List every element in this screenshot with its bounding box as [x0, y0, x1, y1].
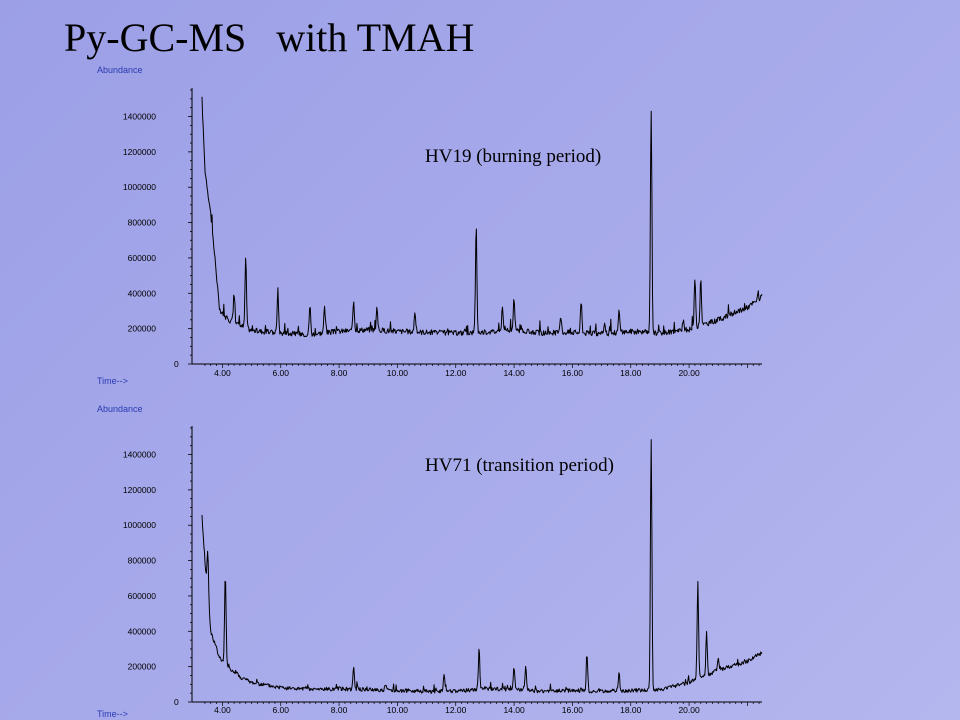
y-tick-label: 1400000: [123, 450, 156, 460]
x-tick-label: 20.00: [678, 368, 700, 378]
y-tick-label: 1000000: [123, 182, 156, 192]
sample-annotation: HV71 (transition period): [425, 455, 614, 476]
x-axis-caption: Time-->: [97, 376, 128, 386]
y-tick-label: 600000: [128, 591, 157, 601]
x-tick-label: 6.00: [272, 705, 289, 715]
x-tick-label: 16.00: [562, 705, 584, 715]
y-tick-label: 800000: [128, 218, 157, 228]
x-tick-label: 18.00: [620, 368, 642, 378]
x-tick-label: 8.00: [331, 705, 348, 715]
x-tick-label: 4.00: [214, 705, 231, 715]
y-tick-label: 1200000: [123, 485, 156, 495]
x-tick-label: 14.00: [503, 368, 525, 378]
y-axis-caption: Abundance: [97, 65, 143, 75]
x-tick-label: 16.00: [562, 368, 584, 378]
x-tick-label: 4.00: [214, 368, 231, 378]
y-tick-label: 200000: [128, 662, 157, 672]
y-axis-caption: Abundance: [97, 404, 143, 414]
x-tick-label: 12.00: [445, 705, 467, 715]
x-tick-label: 8.00: [331, 368, 348, 378]
y-tick-label: 200000: [128, 324, 157, 334]
x-tick-label: 20.00: [678, 705, 700, 715]
y-tick-label: 1000000: [123, 520, 156, 530]
y-tick-label: 400000: [128, 626, 157, 636]
x-tick-label: 6.00: [272, 368, 289, 378]
y-tick-label: 0: [174, 359, 179, 369]
slide-title: Py-GC-MS with TMAH: [64, 15, 475, 60]
y-tick-label: 1400000: [123, 112, 156, 122]
x-tick-label: 14.00: [503, 705, 525, 715]
chromatogram-trace: [201, 439, 763, 694]
x-tick-label: 10.00: [387, 705, 409, 715]
y-tick-label: 800000: [128, 556, 157, 566]
y-tick-label: 400000: [128, 288, 157, 298]
x-tick-label: 10.00: [387, 368, 409, 378]
y-tick-label: 0: [174, 697, 179, 707]
sample-annotation: HV19 (burning period): [425, 146, 601, 167]
x-axis-caption: Time-->: [97, 709, 128, 719]
x-tick-label: 18.00: [620, 705, 642, 715]
x-tick-label: 12.00: [445, 368, 467, 378]
y-tick-label: 600000: [128, 253, 157, 263]
y-tick-label: 1200000: [123, 147, 156, 157]
chromatogram-trace: [201, 96, 763, 338]
